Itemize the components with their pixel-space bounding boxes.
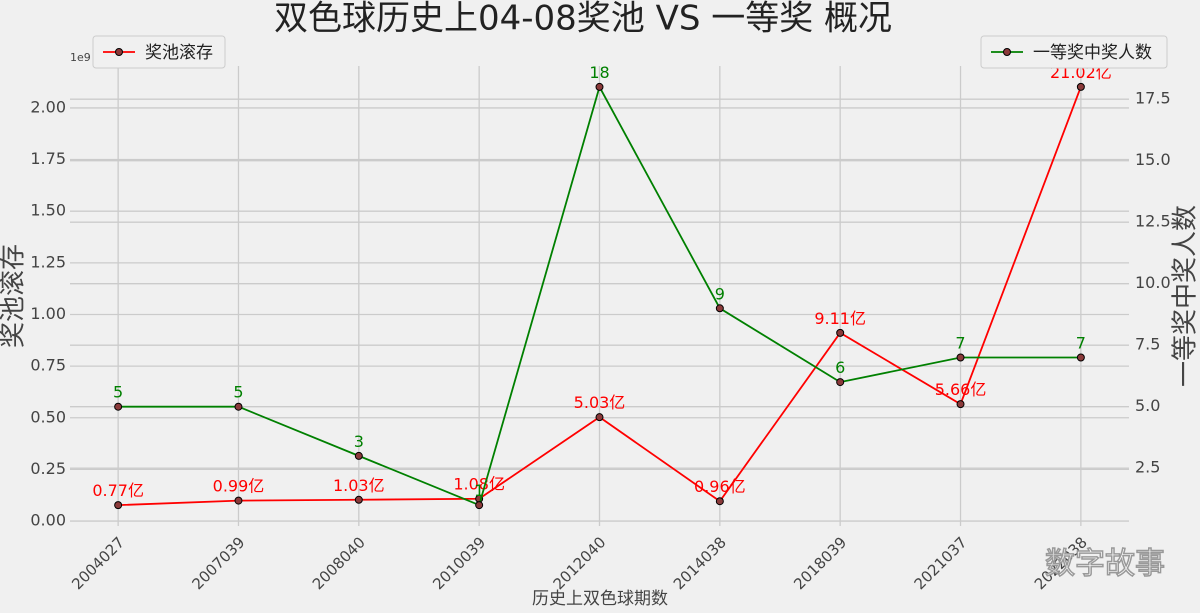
data-point bbox=[1077, 354, 1084, 361]
data-point bbox=[716, 305, 723, 312]
data-label: 0.77亿 bbox=[92, 481, 144, 500]
legend-label: 奖池滚存 bbox=[145, 43, 213, 63]
y-axis-label: 奖池滚存 bbox=[0, 244, 29, 348]
data-label: 6 bbox=[835, 358, 845, 377]
data-point bbox=[837, 329, 844, 336]
y-tick-label: 2.00 bbox=[30, 97, 66, 116]
data-label: 9 bbox=[715, 284, 725, 303]
data-point bbox=[957, 401, 964, 408]
data-label: 5 bbox=[113, 383, 123, 402]
data-point bbox=[716, 498, 723, 505]
y-tick-label: 0.50 bbox=[30, 407, 66, 426]
data-label: 3 bbox=[354, 432, 364, 451]
y-tick-label: 1.25 bbox=[30, 252, 66, 271]
chart-title: 双色球历史上04-08奖池 VS 一等奖 概况 bbox=[274, 0, 892, 39]
y2-tick-label: 10.0 bbox=[1135, 273, 1171, 292]
y-tick-label: 0.25 bbox=[30, 459, 66, 478]
data-point bbox=[596, 414, 603, 421]
y2-tick-label: 15.0 bbox=[1135, 150, 1171, 169]
data-label: 1 bbox=[474, 481, 484, 500]
data-point bbox=[596, 83, 603, 90]
data-point bbox=[837, 379, 844, 386]
data-point bbox=[355, 496, 362, 503]
data-label: 7 bbox=[1076, 333, 1086, 352]
y-offset-label: 1e9 bbox=[70, 51, 91, 64]
data-label: 5 bbox=[233, 383, 243, 402]
data-point bbox=[235, 403, 242, 410]
data-point bbox=[1077, 83, 1084, 90]
y2-axis-label: 一等奖中奖人数 bbox=[1171, 205, 1200, 387]
y-tick-label: 1.50 bbox=[30, 201, 66, 220]
data-label: 7 bbox=[955, 333, 965, 352]
data-label: 9.11亿 bbox=[814, 309, 866, 328]
data-label: 0.96亿 bbox=[694, 477, 746, 496]
y2-tick-label: 5.0 bbox=[1135, 396, 1160, 415]
watermark: 数字故事 bbox=[1045, 547, 1165, 582]
y-tick-label: 1.00 bbox=[30, 304, 66, 323]
legend-label: 一等奖中奖人数 bbox=[1033, 43, 1152, 63]
y2-tick-label: 12.5 bbox=[1135, 212, 1171, 231]
data-label: 5.03亿 bbox=[574, 393, 626, 412]
data-point bbox=[115, 502, 122, 509]
data-point bbox=[235, 497, 242, 504]
y-tick-label: 0.00 bbox=[30, 511, 66, 530]
data-label: 1.03亿 bbox=[333, 476, 385, 495]
y2-tick-label: 17.5 bbox=[1135, 89, 1171, 108]
y-tick-label: 0.75 bbox=[30, 356, 66, 375]
y-tick-label: 1.75 bbox=[30, 149, 66, 168]
data-point bbox=[957, 354, 964, 361]
data-label: 5.66亿 bbox=[935, 380, 987, 399]
data-point bbox=[355, 452, 362, 459]
data-point bbox=[476, 502, 483, 509]
data-point bbox=[115, 403, 122, 410]
y2-tick-label: 7.5 bbox=[1135, 335, 1160, 354]
legend-marker bbox=[116, 49, 123, 56]
legend-marker bbox=[1004, 49, 1011, 56]
x-axis-label: 历史上双色球期数 bbox=[532, 589, 668, 609]
y2-tick-label: 2.5 bbox=[1135, 458, 1160, 477]
data-label: 0.99亿 bbox=[213, 477, 265, 496]
data-label: 18 bbox=[589, 63, 609, 82]
